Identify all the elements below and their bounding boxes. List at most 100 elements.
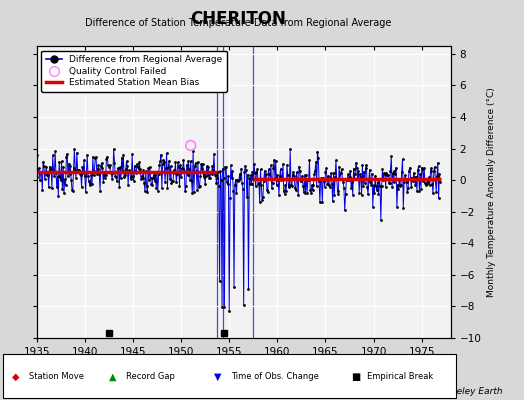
Point: [117, 154, 126, 161]
Point: [184, 157, 192, 164]
Point: [70, 146, 79, 152]
Point: [178, 165, 186, 172]
Point: [392, 204, 401, 210]
Point: [220, 174, 228, 181]
Point: [435, 170, 444, 177]
Point: [81, 173, 89, 179]
Point: [120, 174, 128, 180]
Point: [232, 176, 240, 183]
Point: [218, 304, 226, 310]
Point: [403, 189, 411, 196]
Point: [140, 180, 148, 186]
Point: [256, 199, 264, 206]
Text: Record Gap: Record Gap: [126, 372, 174, 381]
Point: [347, 184, 355, 191]
Point: [261, 176, 269, 183]
Point: [176, 183, 184, 189]
Point: [291, 185, 299, 191]
Point: [401, 172, 409, 178]
Point: [179, 166, 187, 172]
Point: [92, 154, 100, 160]
Point: [267, 162, 275, 169]
Point: [277, 177, 286, 183]
Point: [187, 142, 195, 149]
Point: [227, 175, 236, 182]
Point: [208, 163, 216, 169]
Point: [308, 182, 316, 188]
Point: [350, 175, 358, 181]
Point: [119, 152, 127, 158]
Point: [143, 189, 151, 196]
Point: [434, 160, 442, 166]
Point: [160, 159, 168, 166]
Point: [198, 166, 206, 172]
Point: [388, 184, 396, 190]
Point: [77, 172, 85, 179]
Point: [135, 159, 144, 166]
Point: [189, 148, 198, 154]
Point: [410, 174, 419, 180]
Point: [174, 163, 183, 170]
Point: [392, 164, 400, 171]
Text: Berkeley Earth: Berkeley Earth: [436, 387, 503, 396]
Point: [268, 185, 276, 192]
Point: [239, 302, 248, 309]
Point: [122, 166, 130, 172]
Point: [34, 174, 42, 180]
Point: [191, 160, 200, 166]
Point: [200, 171, 209, 177]
Point: [131, 168, 139, 174]
Point: [269, 165, 278, 171]
Point: [427, 165, 435, 171]
Point: [287, 182, 295, 188]
Point: [354, 167, 363, 174]
Point: [183, 172, 192, 178]
Point: [202, 172, 210, 179]
Point: [399, 204, 408, 211]
Point: [166, 176, 174, 183]
Point: [158, 161, 167, 168]
Point: [206, 175, 214, 182]
Point: [111, 160, 119, 166]
Point: [365, 167, 374, 173]
Point: [118, 168, 127, 174]
Point: [336, 176, 344, 182]
Point: [339, 178, 347, 185]
Point: [138, 173, 146, 179]
Point: [412, 174, 420, 180]
Point: [253, 166, 261, 172]
Point: [81, 189, 90, 195]
Point: [343, 177, 352, 184]
Point: [161, 165, 170, 171]
Point: [362, 162, 370, 168]
Point: [213, 175, 221, 182]
Point: [40, 176, 49, 182]
Point: [254, 181, 263, 188]
Point: [375, 176, 384, 182]
Point: [348, 178, 356, 185]
Point: [203, 172, 212, 178]
Point: [93, 171, 101, 178]
Point: [32, 152, 41, 158]
Point: [430, 164, 439, 170]
Point: [247, 172, 255, 179]
Point: [332, 157, 340, 164]
Point: [114, 165, 123, 172]
Point: [215, 278, 224, 284]
Point: [313, 148, 322, 155]
Point: [288, 183, 296, 190]
Point: [193, 186, 201, 193]
Point: [169, 178, 177, 184]
Point: [252, 183, 260, 189]
Point: [340, 185, 348, 192]
Point: [427, 168, 435, 174]
Point: [57, 177, 65, 183]
Point: [69, 165, 78, 172]
Point: [182, 162, 191, 168]
Point: [134, 165, 143, 172]
Point: [192, 168, 201, 174]
Point: [263, 187, 271, 193]
Point: [358, 162, 367, 168]
Point: [303, 176, 312, 183]
Point: [153, 169, 161, 175]
